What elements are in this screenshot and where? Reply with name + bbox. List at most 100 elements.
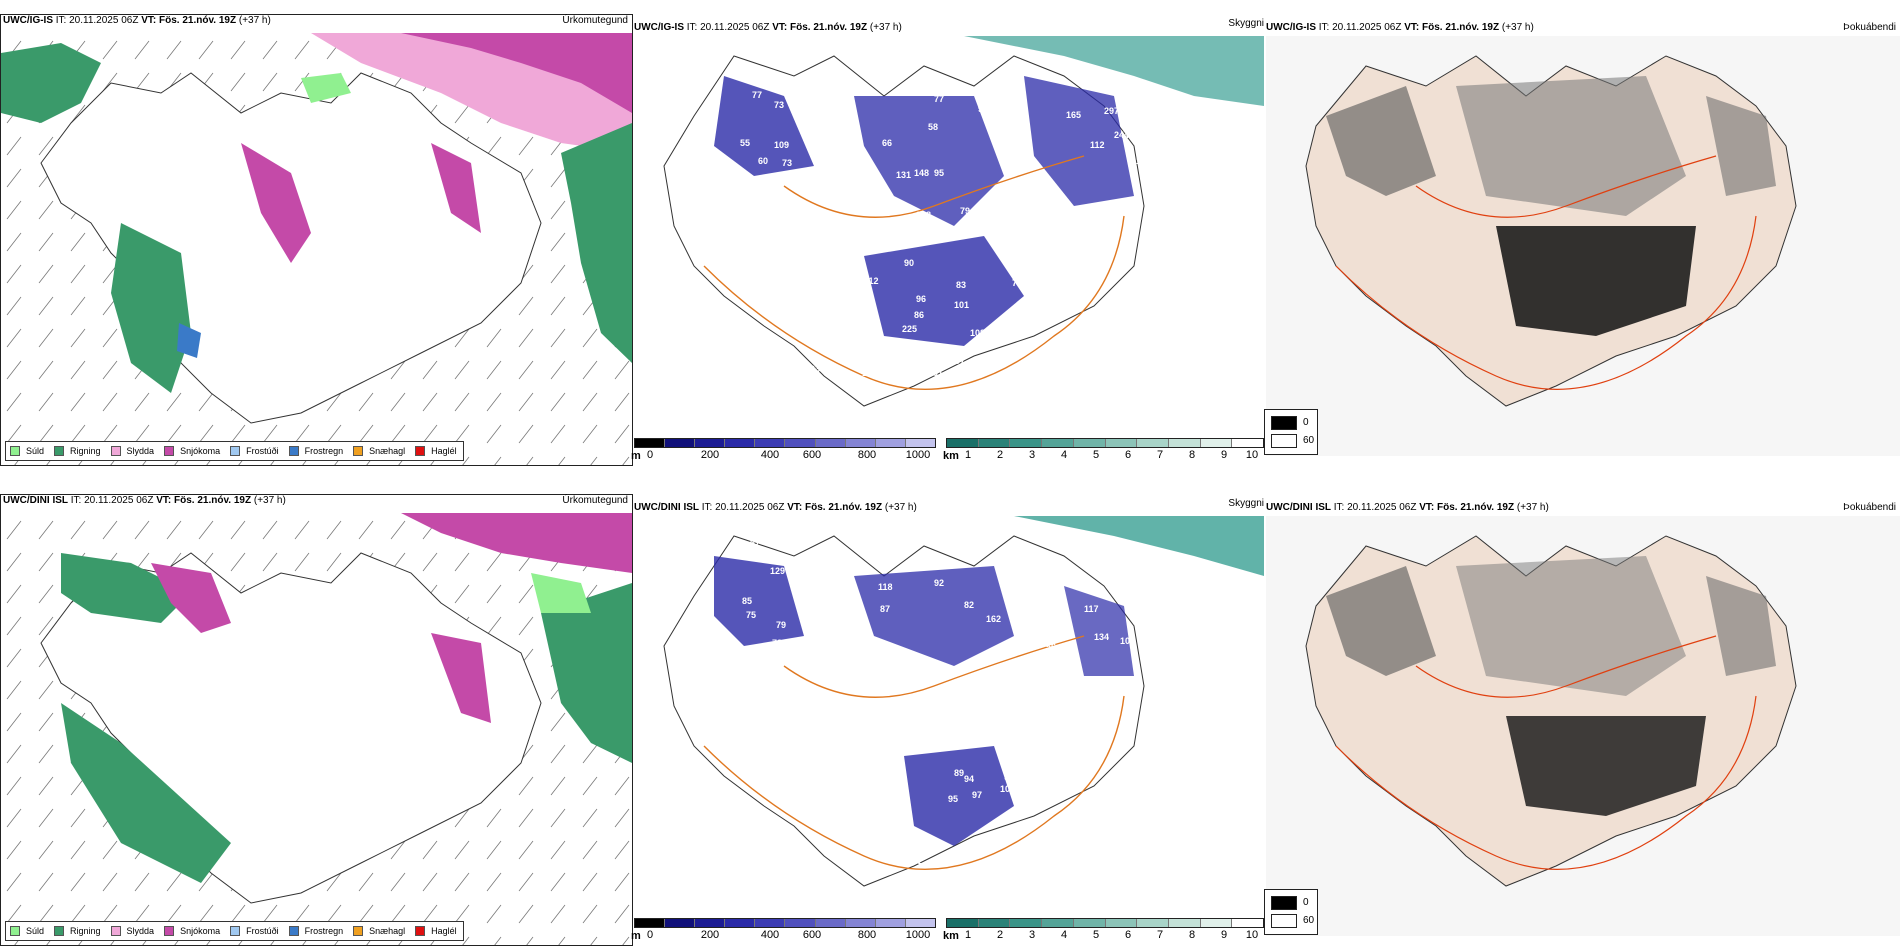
cloud-label: 75: [746, 610, 756, 620]
precip-panel-top: UWC/IG-IS IT: 20.11.2025 06Z VT: Fös. 21…: [0, 14, 633, 466]
rigning-area: [561, 123, 632, 363]
cloud-label: 170: [1036, 290, 1051, 300]
cloud-panel-top: UWC/IG-IS IT: 20.11.2025 06Z VT: Fös. 21…: [631, 14, 1264, 466]
scale-tick: 0: [646, 449, 654, 461]
rigning-sw: [111, 223, 191, 393]
cloud-label: 105: [772, 828, 787, 838]
cloud-label: 20: [802, 174, 812, 184]
cloud-label: 97: [972, 790, 982, 800]
road-network: [1335, 155, 1757, 390]
scale-tick: 6: [1124, 929, 1132, 941]
scale-tick: 200: [700, 449, 720, 461]
cloud-label: 87: [880, 604, 890, 614]
cloud-map-bottom[interactable]: 67 129 90 85 75 79 73 118 87 92 82 162 1…: [634, 516, 1264, 916]
cloud-label: 101: [954, 300, 969, 310]
scale-tick: 1000: [905, 449, 931, 461]
cloud-label: 106: [1000, 784, 1015, 794]
cloud-label: 244: [1114, 130, 1129, 140]
scale-tick: 600: [802, 449, 822, 461]
cloud-base-area: [1064, 586, 1134, 676]
visibility-scale-bar: [946, 438, 1264, 448]
scale-tick: 1: [964, 929, 972, 941]
cloud-label: 58: [928, 122, 938, 132]
scale-tick: 10: [1245, 449, 1259, 461]
cloud-label: 13: [908, 848, 918, 858]
fog-title-top: Þokuábendi: [1843, 22, 1896, 33]
cloud-label: 387: [1110, 84, 1125, 94]
scale-tick: 2: [996, 929, 1004, 941]
cloud-label: 238: [916, 210, 931, 220]
scale-tick: 8: [1188, 449, 1196, 461]
scale-tick: 1: [964, 449, 972, 461]
precip-map-bottom[interactable]: [1, 513, 632, 945]
visibility-scale-unit: km: [943, 450, 959, 462]
cloud-base-scale-bottom: m 0 200 400 600 800 1000: [631, 918, 936, 948]
cloud-label: 86: [914, 310, 924, 320]
cloud-label: 79: [960, 206, 970, 216]
cloud-title-top: Skyggni: [1228, 18, 1264, 29]
cloud-label: 317: [954, 698, 969, 708]
cloud-label: 89: [1058, 572, 1068, 582]
scale-tick: 7: [1156, 449, 1164, 461]
cloud-label: 109: [774, 140, 789, 150]
fog-area: [1496, 226, 1696, 336]
scale-tick: 7: [1156, 929, 1164, 941]
cloud-label: 289: [1086, 74, 1101, 84]
cloud-label: 78: [734, 66, 744, 76]
scale-tick: 6: [1124, 449, 1132, 461]
cloud-label: 96: [934, 344, 944, 354]
cloud-label: 117: [1084, 604, 1099, 614]
road-network: [703, 635, 1125, 871]
snjokoma-north: [151, 563, 231, 633]
cloud-label: 108: [1120, 636, 1135, 646]
cloud-scale-bar: [634, 918, 936, 928]
cloud-label: 90: [790, 582, 800, 592]
scale-tick: 400: [760, 449, 780, 461]
scale-tick: 5: [1092, 929, 1100, 941]
cloud-scale-unit: m: [631, 450, 641, 462]
rigning-sw: [61, 703, 231, 883]
legend-item: Frostúði: [230, 926, 279, 936]
fog-legend-value: 60: [1303, 435, 1315, 446]
rigning-area: [541, 583, 632, 763]
legend-item: Frostregn: [288, 926, 343, 936]
cloud-label: 112: [864, 276, 879, 286]
scale-tick: 3: [1028, 929, 1036, 941]
cloud-base-area: [1024, 76, 1134, 206]
cloud-scale-bar: [634, 438, 936, 448]
cloud-label: 12: [862, 368, 872, 378]
visibility-scale-bottom: km 1 2 3 4 5 6 7 8 9 10: [943, 918, 1264, 948]
fog-map-top[interactable]: [1266, 36, 1900, 456]
legend-item: Snjókoma: [164, 446, 220, 456]
legend-item: Snæhagl: [353, 446, 405, 456]
cloud-map-top[interactable]: 78 77 73 55 109 60 73 20 66 58 92 77 131…: [634, 36, 1264, 436]
precip-map-top[interactable]: [1, 33, 632, 465]
fog-area: [1706, 576, 1776, 676]
legend-item: Haglél: [415, 446, 457, 456]
cloud-base-area: [854, 566, 1014, 666]
fog-legend-value: 0: [1303, 897, 1309, 908]
cloud-label: 97: [1150, 174, 1160, 184]
cloud-label: 66: [882, 138, 892, 148]
cloud-title-bottom: Skyggni: [1228, 498, 1264, 509]
legend-item: Frostúði: [230, 446, 279, 456]
precip-title-top: Úrkomutegund: [562, 15, 628, 26]
legend-item: Snæhagl: [353, 926, 405, 936]
frostregn-patch: [177, 323, 201, 358]
visibility-scale-bar: [946, 918, 1264, 928]
cloud-label: 148: [1194, 180, 1209, 190]
scale-tick: 10: [1245, 929, 1259, 941]
legend-item: Haglél: [415, 926, 457, 936]
scale-tick: 200: [700, 929, 720, 941]
visibility-scale-unit: km: [943, 930, 959, 942]
cloud-label: 90: [1044, 676, 1054, 686]
cloud-header-top: UWC/IG-IS IT: 20.11.2025 06Z VT: Fös. 21…: [634, 22, 902, 33]
cloud-label: 95: [948, 794, 958, 804]
scale-tick: 0: [646, 929, 654, 941]
scale-tick: 4: [1060, 449, 1068, 461]
cloud-label: 56: [1046, 642, 1056, 652]
fog-map-bottom[interactable]: [1266, 516, 1900, 936]
cloud-label: 148: [914, 168, 929, 178]
cloud-base-area: [864, 236, 1024, 346]
legend-item: Súld: [10, 926, 44, 936]
